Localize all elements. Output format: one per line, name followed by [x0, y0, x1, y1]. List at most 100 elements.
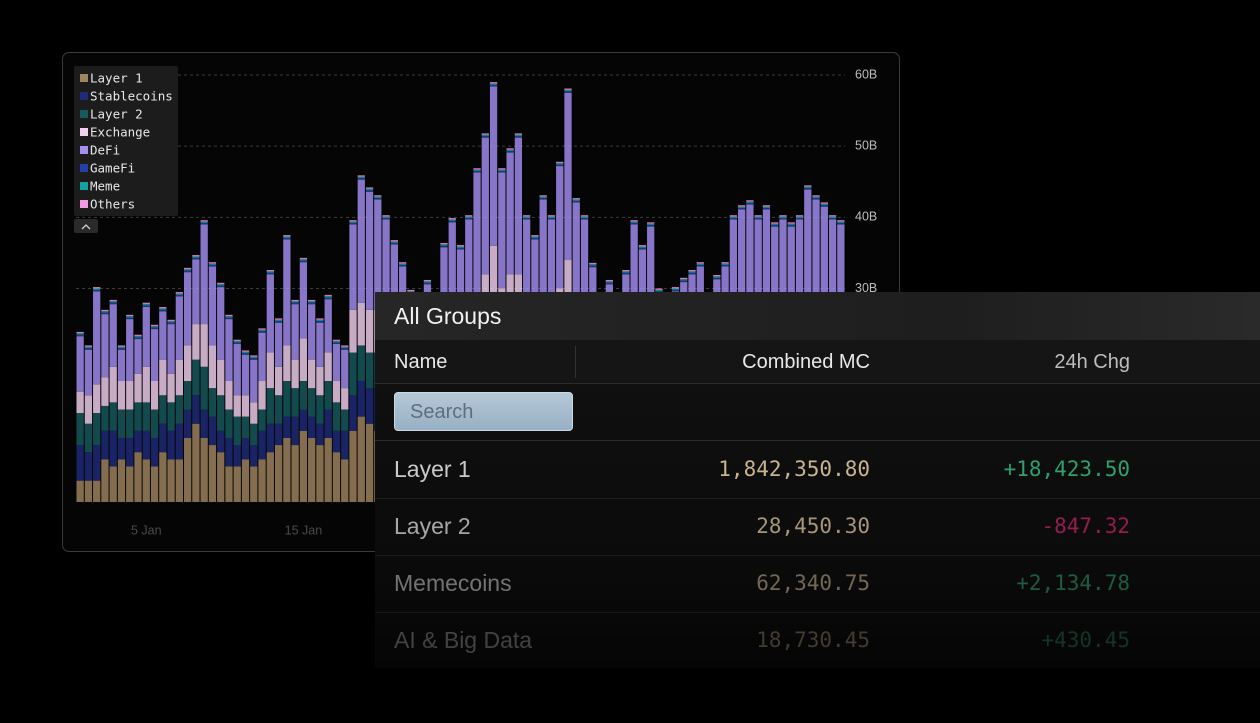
column-header[interactable]: Combined MC: [742, 351, 870, 373]
bar-segment: [266, 452, 274, 502]
bar-segment: [489, 84, 498, 87]
bar-segment: [374, 195, 382, 197]
bar-segment: [241, 350, 250, 352]
bar-segment: [564, 91, 572, 93]
bar-segment: [308, 437, 316, 502]
bar-segment: [580, 218, 589, 220]
column-header[interactable]: 24h Chg: [1054, 351, 1130, 373]
table-row[interactable]: Memecoins 62,340.75 +2,134.78: [375, 555, 1260, 613]
bar-segment: [357, 302, 365, 346]
bar-segment: [258, 329, 266, 332]
column-headers: Name Combined MC 24h Chg: [375, 340, 1260, 384]
table-row[interactable]: Layer 2 28,450.30 -847.32: [375, 498, 1260, 556]
bar-segment: [564, 88, 572, 90]
bar-segment: [489, 245, 498, 296]
bar-segment: [349, 223, 357, 225]
bar-segment: [357, 175, 365, 177]
bar-segment: [448, 220, 456, 223]
table-cell: 62,340.75: [756, 571, 870, 595]
bar-segment: [159, 309, 167, 312]
bar-segment: [341, 348, 349, 350]
bar-segment: [804, 185, 812, 187]
bar-segment: [622, 271, 630, 273]
bar-segment: [84, 395, 93, 424]
collapse-button[interactable]: [74, 219, 98, 233]
bar-segment: [762, 206, 771, 209]
bar-segment: [159, 308, 167, 310]
bar-segment: [729, 215, 738, 217]
bar-segment: [448, 222, 456, 317]
bar-segment: [225, 381, 233, 410]
bar-segment: [564, 92, 572, 261]
chevron-icon[interactable]: [81, 224, 91, 230]
legend-label: Meme: [90, 179, 120, 194]
bar-segment: [382, 218, 390, 220]
bar-segment: [142, 305, 150, 308]
bar-segment: [688, 271, 696, 273]
legend-label: DeFi: [90, 143, 120, 158]
search-input[interactable]: Search: [394, 392, 573, 431]
bar-segment: [341, 459, 349, 502]
bar-segment: [589, 262, 597, 265]
bar-segment: [241, 354, 250, 396]
y-tick-label: 40B: [855, 210, 877, 224]
bar-segment: [572, 199, 580, 201]
bar-segment: [365, 309, 374, 353]
button-bg[interactable]: [74, 219, 98, 233]
bar-segment: [456, 246, 465, 248]
bar-segment: [332, 342, 341, 345]
bar-segment: [539, 196, 547, 199]
bar-segment: [167, 459, 175, 502]
legend-swatch: [80, 128, 88, 136]
bar-segment: [738, 206, 746, 209]
bar-segment: [76, 334, 84, 337]
bar-segment: [812, 196, 820, 199]
bar-segment: [109, 301, 117, 303]
bar-segment: [283, 235, 291, 237]
bar-segment: [365, 187, 374, 189]
bar-segment: [225, 317, 233, 320]
bar-segment: [398, 263, 407, 266]
bar-segment: [183, 345, 192, 382]
bar-segment: [630, 223, 638, 225]
bar-segment: [341, 345, 349, 347]
bar-segment: [76, 336, 84, 392]
bar-segment: [101, 459, 109, 502]
bar-segment: [291, 445, 299, 502]
bar-segment: [126, 319, 134, 382]
bar-segment: [506, 152, 514, 275]
bar-segment: [539, 199, 547, 303]
legend-swatch: [80, 110, 88, 118]
bar-segment: [117, 346, 126, 349]
bar-segment: [183, 270, 192, 273]
bar-segment: [225, 437, 233, 467]
bar-segment: [217, 452, 225, 502]
bar-segment: [341, 346, 349, 349]
bar-segment: [580, 216, 589, 219]
bar-segment: [299, 430, 308, 502]
column-header[interactable]: Name: [394, 351, 448, 373]
bar-segment: [200, 324, 208, 367]
bar-segment: [150, 326, 159, 328]
bar-segment: [134, 334, 142, 337]
bar-segment: [349, 352, 357, 396]
bar-segment: [324, 352, 332, 382]
table-row[interactable]: AI & Big Data 18,730.45 +430.45: [375, 612, 1260, 668]
bar-segment: [448, 219, 456, 221]
bar-segment: [299, 409, 308, 431]
table-row[interactable]: Layer 1 1,842,350.80 +18,423.50: [375, 441, 1260, 499]
bar-segment: [680, 279, 688, 281]
bar-segment: [696, 263, 704, 266]
bar-segment: [134, 336, 142, 338]
bar-segment: [167, 321, 175, 323]
bar-segment: [250, 355, 258, 357]
bar-segment: [481, 137, 489, 275]
bar-segment: [134, 430, 142, 453]
bar-segment: [324, 297, 332, 300]
bar-segment: [787, 223, 795, 226]
bar-segment: [175, 395, 183, 424]
legend-label: Layer 2: [90, 107, 143, 122]
bar-segment: [241, 395, 250, 417]
legend-box: [74, 66, 178, 216]
bar-segment: [167, 402, 175, 431]
